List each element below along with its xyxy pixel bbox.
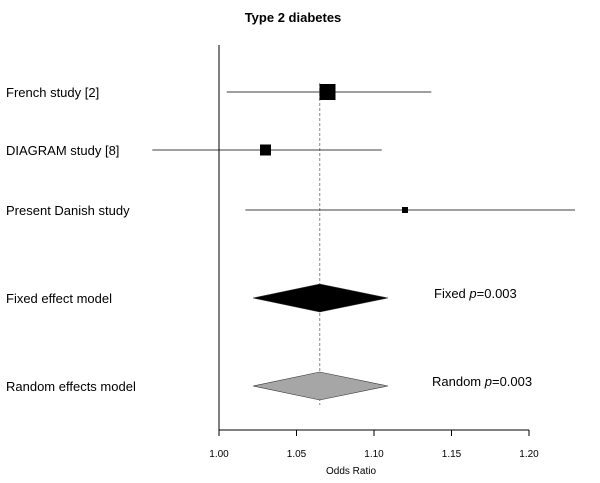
summary-diamond — [253, 283, 389, 313]
study-label: French study [2] — [6, 85, 99, 100]
summary-rows: Fixed effect model Fixed p=0.003 Random ef… — [6, 283, 532, 401]
x-tick-label: 1.10 — [364, 449, 384, 460]
study-label: Present Danish study — [6, 203, 130, 218]
p-value-note: Random p=0.003 — [432, 374, 532, 389]
summary-label: Random effects model — [6, 379, 136, 394]
study-label: DIAGRAM study [8] — [6, 143, 119, 158]
chart-title: Type 2 diabetes — [245, 10, 342, 25]
x-tick-label: 1.20 — [519, 449, 539, 460]
study-estimate-box — [402, 207, 408, 213]
x-axis-ticks: 1.00 1.05 1.10 1.15 1.20 — [209, 430, 539, 460]
summary-diamond — [253, 371, 389, 401]
study-rows: French study [2] DIAGRAM study [8] Present… — [6, 84, 575, 218]
p-value-note: Fixed p=0.003 — [434, 286, 517, 301]
study-estimate-box — [319, 84, 336, 100]
x-axis-label: Odds Ratio — [326, 466, 376, 477]
x-tick-label: 1.05 — [287, 449, 307, 460]
x-tick-label: 1.00 — [209, 449, 229, 460]
study-estimate-box — [260, 144, 271, 156]
summary-label: Fixed effect model — [6, 291, 112, 306]
x-tick-label: 1.15 — [442, 449, 462, 460]
